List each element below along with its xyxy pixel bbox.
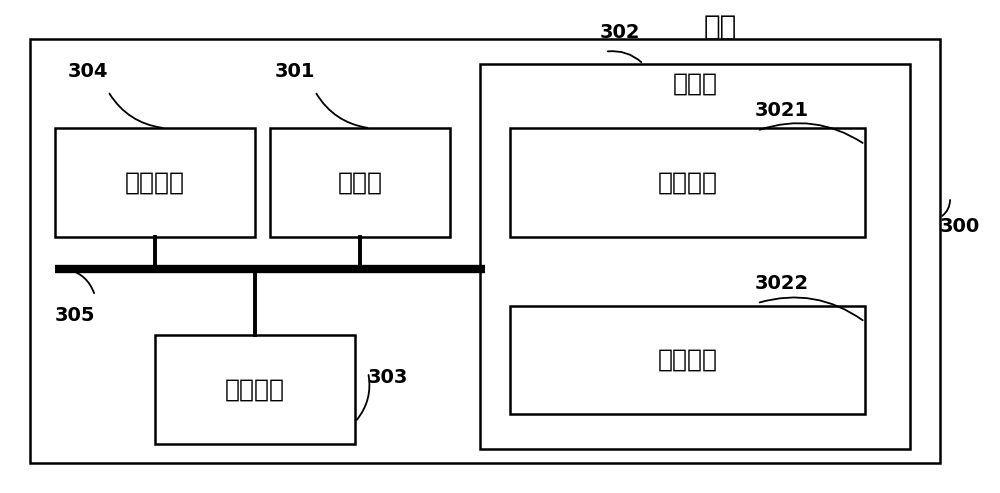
Text: 用户接口: 用户接口 xyxy=(225,378,285,401)
Bar xyxy=(510,306,865,414)
Bar xyxy=(55,128,255,237)
Text: 处理器: 处理器 xyxy=(338,171,382,194)
Bar xyxy=(510,128,865,237)
Text: 存储器: 存储器 xyxy=(672,72,718,96)
Bar xyxy=(155,335,355,444)
Bar xyxy=(30,39,940,463)
Text: 303: 303 xyxy=(368,368,408,387)
Text: 操作系统: 操作系统 xyxy=(658,171,718,194)
Text: 304: 304 xyxy=(68,62,108,81)
Text: 305: 305 xyxy=(55,306,95,325)
Text: 3022: 3022 xyxy=(755,274,809,293)
Text: 302: 302 xyxy=(600,23,640,41)
Text: 网络接口: 网络接口 xyxy=(125,171,185,194)
Text: 300: 300 xyxy=(940,217,980,236)
Bar xyxy=(270,128,450,237)
Text: 应用程序: 应用程序 xyxy=(658,348,718,372)
Text: 301: 301 xyxy=(275,62,315,81)
Text: 终端: 终端 xyxy=(703,13,737,41)
Text: 3021: 3021 xyxy=(755,102,809,120)
Bar xyxy=(480,64,910,449)
